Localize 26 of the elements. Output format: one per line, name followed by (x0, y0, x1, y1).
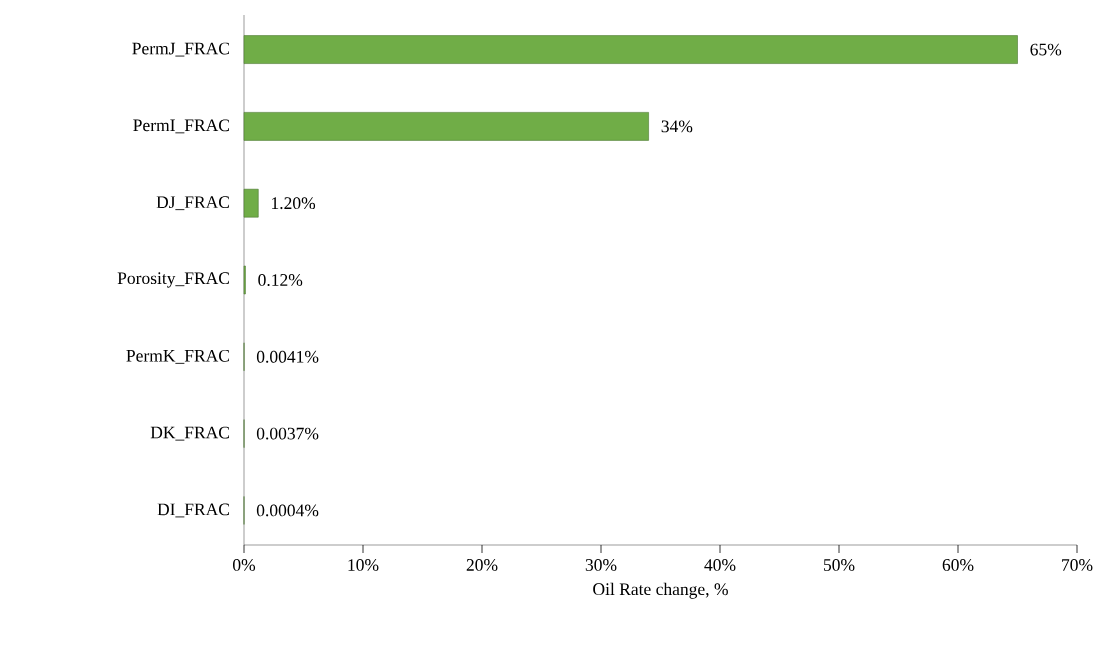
x-tick-label: 30% (585, 559, 617, 571)
y-tick-label: PermJ_FRAC (132, 42, 229, 57)
data-label: 1.20% (272, 197, 316, 210)
x-tick-label: 40% (704, 559, 736, 571)
data-label: 0.12% (258, 274, 303, 286)
bar (243, 112, 649, 141)
y-tick-label: PermK_FRAC (126, 349, 229, 364)
data-label: 0.0041% (256, 350, 319, 363)
bar (243, 188, 259, 218)
y-tick-label: DK_FRAC (150, 426, 229, 441)
bar (243, 35, 1018, 64)
y-tick-label: Porosity_FRAC (117, 272, 229, 288)
y-tick-label: PermI_FRAC (133, 119, 229, 134)
x-tick-label: 10% (348, 559, 379, 571)
y-tick-label: DJ_FRAC (156, 196, 229, 211)
x-tick-label: 20% (466, 559, 498, 571)
x-tick-label: 70% (1062, 559, 1093, 571)
data-label: 34% (661, 120, 693, 133)
x-tick-label: 60% (942, 559, 974, 571)
x-tick-label: 0% (233, 559, 256, 571)
data-label: 0.0037% (256, 427, 319, 440)
data-label: 65% (1030, 43, 1062, 56)
x-tick-label: 50% (823, 559, 855, 571)
data-label: 0.0004% (256, 504, 319, 517)
x-axis-title: Oil Rate change, % (593, 582, 728, 599)
y-tick-label: DI_FRAC (157, 503, 229, 518)
